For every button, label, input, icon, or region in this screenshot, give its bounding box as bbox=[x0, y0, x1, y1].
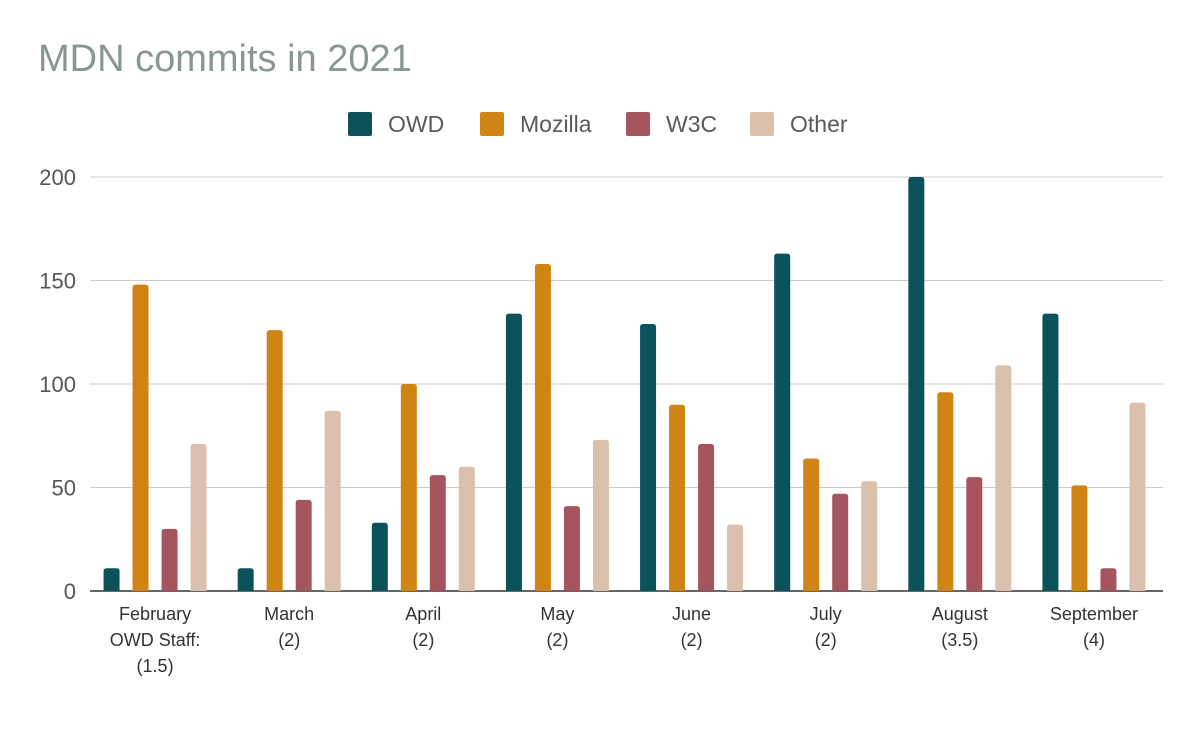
y-tick-label: 0 bbox=[64, 579, 76, 604]
bars bbox=[103, 177, 1146, 591]
x-tick-label: (2) bbox=[412, 630, 434, 650]
chart-title: MDN commits in 2021 bbox=[38, 38, 412, 80]
x-tick-label: (3.5) bbox=[941, 630, 978, 650]
y-axis-ticks: 0 50 100 150 200 bbox=[39, 165, 76, 604]
bar-other-2 bbox=[458, 466, 475, 591]
x-tick-label: (2) bbox=[681, 630, 703, 650]
bar-w3c-3 bbox=[563, 506, 580, 591]
bar-mozilla-7 bbox=[1071, 485, 1088, 591]
bar-owd-3 bbox=[505, 313, 522, 591]
legend-swatch-mozilla bbox=[480, 112, 504, 136]
x-tick-label: (1.5) bbox=[137, 656, 174, 676]
bar-mozilla-4 bbox=[669, 404, 686, 591]
x-tick-label: June bbox=[672, 604, 711, 624]
bar-other-6 bbox=[995, 365, 1012, 591]
bar-w3c-4 bbox=[698, 444, 715, 591]
bar-mozilla-5 bbox=[803, 458, 820, 591]
bar-w3c-5 bbox=[832, 493, 849, 591]
chart-legend: OWD Mozilla W3C Other bbox=[0, 110, 1200, 138]
x-tick-label: September bbox=[1050, 604, 1138, 624]
legend-label-owd: OWD bbox=[388, 110, 445, 137]
bar-owd-1 bbox=[237, 568, 254, 591]
legend-swatch-other bbox=[750, 112, 774, 136]
bar-owd-0 bbox=[103, 568, 120, 591]
bar-w3c-7 bbox=[1100, 568, 1117, 591]
bar-other-4 bbox=[727, 524, 744, 591]
y-tick-label: 200 bbox=[39, 165, 76, 190]
legend-swatch-w3c bbox=[626, 112, 650, 136]
bar-other-5 bbox=[861, 481, 878, 591]
bar-mozilla-2 bbox=[400, 384, 417, 591]
legend-item-other: Other bbox=[750, 110, 848, 138]
x-tick-label: (2) bbox=[278, 630, 300, 650]
legend-item-w3c: W3C bbox=[626, 110, 717, 138]
bar-other-1 bbox=[324, 410, 341, 591]
legend-item-owd: OWD bbox=[348, 110, 444, 138]
x-axis-ticks: February OWD Staff: (1.5) March (2) April (2) M… bbox=[110, 604, 1138, 676]
bar-other-0 bbox=[190, 444, 207, 591]
bar-w3c-6 bbox=[966, 477, 983, 591]
x-tick-label: (2) bbox=[546, 630, 568, 650]
y-tick-label: 50 bbox=[52, 476, 76, 501]
bar-mozilla-1 bbox=[266, 330, 283, 591]
legend-swatch-owd bbox=[348, 112, 372, 136]
y-tick-label: 150 bbox=[39, 269, 76, 294]
bar-other-3 bbox=[592, 439, 609, 591]
bar-mozilla-3 bbox=[534, 263, 551, 591]
x-tick-label: February bbox=[119, 604, 191, 624]
x-tick-label: August bbox=[932, 604, 988, 624]
bar-owd-6 bbox=[908, 177, 925, 591]
x-tick-label: July bbox=[810, 604, 842, 624]
bar-mozilla-0 bbox=[132, 284, 149, 591]
y-tick-label: 100 bbox=[39, 372, 76, 397]
bar-owd-7 bbox=[1042, 313, 1059, 591]
legend-item-mozilla: Mozilla bbox=[480, 110, 592, 138]
x-tick-label: May bbox=[540, 604, 574, 624]
bar-w3c-0 bbox=[161, 528, 178, 591]
x-tick-label: March bbox=[264, 604, 314, 624]
x-tick-label: April bbox=[405, 604, 441, 624]
x-tick-label: (4) bbox=[1083, 630, 1105, 650]
bar-w3c-2 bbox=[429, 475, 446, 591]
x-tick-label: OWD Staff: bbox=[110, 630, 201, 650]
bar-w3c-1 bbox=[295, 499, 312, 591]
bar-owd-2 bbox=[371, 522, 388, 591]
bar-mozilla-6 bbox=[937, 392, 954, 591]
legend-label-w3c: W3C bbox=[666, 110, 718, 137]
bar-owd-5 bbox=[774, 253, 791, 591]
legend-label-other: Other bbox=[790, 110, 848, 137]
x-tick-label: (2) bbox=[815, 630, 837, 650]
bar-owd-4 bbox=[640, 323, 657, 591]
bar-other-7 bbox=[1129, 402, 1146, 591]
legend-label-mozilla: Mozilla bbox=[520, 110, 592, 137]
